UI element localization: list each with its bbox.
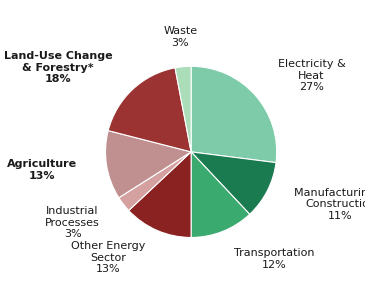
Wedge shape: [129, 152, 191, 237]
Text: Manufacturing &
Construction
11%: Manufacturing & Construction 11%: [294, 188, 365, 221]
Text: Industrial
Processes
3%: Industrial Processes 3%: [45, 206, 100, 239]
Text: Electricity &
Heat
27%: Electricity & Heat 27%: [278, 59, 345, 92]
Wedge shape: [119, 152, 191, 210]
Wedge shape: [105, 131, 191, 198]
Wedge shape: [191, 152, 276, 214]
Text: Land-Use Change
& Forestry*
18%: Land-Use Change & Forestry* 18%: [4, 51, 112, 84]
Wedge shape: [175, 66, 191, 152]
Text: Waste
3%: Waste 3%: [163, 26, 197, 48]
Wedge shape: [108, 68, 191, 152]
Wedge shape: [191, 152, 250, 237]
Wedge shape: [191, 66, 277, 163]
Text: Transportation
12%: Transportation 12%: [234, 248, 314, 270]
Text: Other Energy
Sector
13%: Other Energy Sector 13%: [71, 241, 145, 274]
Text: Agriculture
13%: Agriculture 13%: [7, 159, 77, 181]
